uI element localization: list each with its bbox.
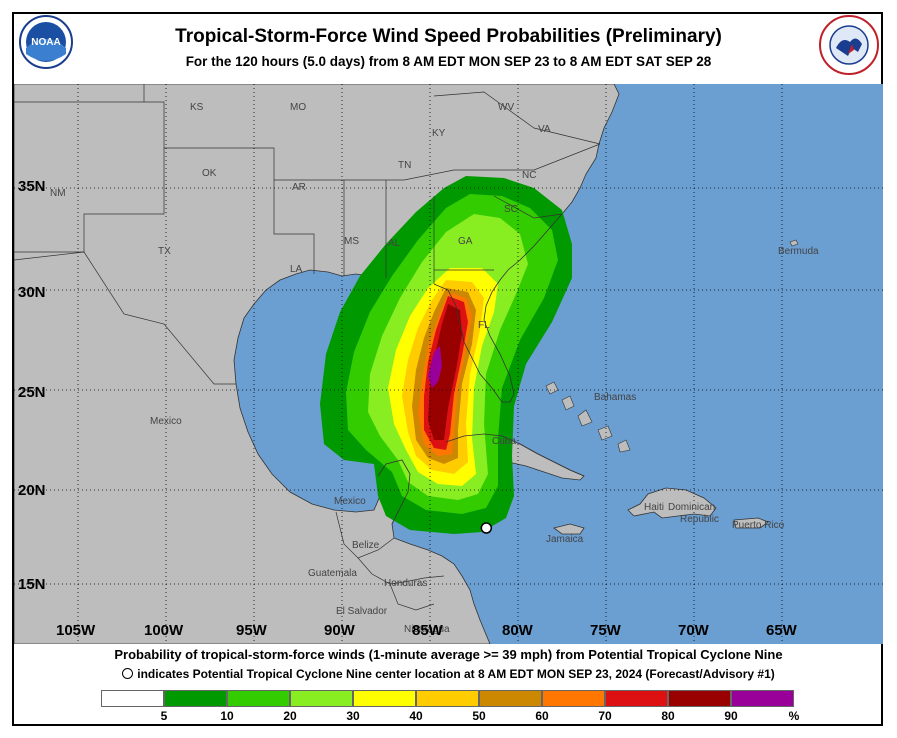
noaa-logo-icon: NOAA	[19, 15, 73, 69]
place-label: TX	[158, 246, 171, 257]
legend-label: 30	[346, 709, 360, 723]
legend-swatch	[227, 690, 290, 707]
lon-label: 90W	[324, 622, 355, 639]
legend-label: %	[788, 709, 800, 723]
place-label: Haiti	[644, 502, 664, 513]
place-label: NM	[50, 188, 66, 199]
lat-label: 20N	[18, 482, 46, 499]
florida-coastline	[433, 213, 563, 403]
footer-center-text: indicates Potential Tropical Cyclone Nin…	[137, 667, 775, 681]
place-label: Cuba	[492, 436, 516, 447]
place-label: WV	[498, 102, 514, 113]
lat-label: 30N	[18, 284, 46, 301]
map-title: Tropical-Storm-Force Wind Speed Probabil…	[175, 26, 722, 47]
probability-legend	[101, 690, 794, 707]
probability-contours	[320, 176, 572, 534]
legend-label: 80	[661, 709, 675, 723]
probability-map: KS MO KY WV VA OK AR TN NC NM TX MS AL G…	[14, 84, 883, 644]
hispaniola-land	[627, 487, 717, 519]
jamaica-land	[553, 523, 585, 535]
place-label: KY	[432, 128, 446, 139]
noaa-logo-text: NOAA	[31, 37, 60, 48]
storm-center-marker	[480, 522, 493, 534]
footer-center-note: indicates Potential Tropical Cyclone Nin…	[14, 667, 883, 681]
lat-label: 15N	[18, 576, 46, 593]
lon-label: 100W	[144, 622, 184, 639]
graticule	[14, 84, 883, 644]
place-label: FL	[478, 320, 490, 331]
place-label: AR	[292, 182, 306, 193]
place-label: El Salvador	[336, 606, 388, 617]
place-label: Bermuda	[778, 246, 819, 257]
place-label: Republic	[680, 514, 719, 525]
legend-label: 50	[472, 709, 486, 723]
place-label: Dominican	[668, 502, 715, 513]
cuba-coastline	[445, 433, 585, 477]
place-label: NC	[522, 170, 536, 181]
place-label: TN	[398, 160, 411, 171]
legend-label: 40	[409, 709, 423, 723]
legend-label: 20	[283, 709, 297, 723]
place-label: MS	[344, 236, 359, 247]
legend-swatch	[164, 690, 227, 707]
legend-label: 10	[220, 709, 234, 723]
yucatan-coastline	[377, 459, 411, 525]
place-label: OK	[202, 168, 217, 179]
place-label: Mexico	[150, 416, 182, 427]
place-label: Guatemala	[308, 568, 357, 579]
contour-90	[428, 346, 442, 388]
lon-label: 105W	[56, 622, 96, 639]
place-label: Bahamas	[594, 392, 636, 403]
place-label: AL	[388, 238, 401, 249]
political-borders	[14, 84, 601, 611]
legend-swatch	[353, 690, 416, 707]
place-label: Honduras	[384, 578, 427, 589]
footer-description: Probability of tropical-storm-force wind…	[114, 647, 783, 662]
lon-label: 75W	[590, 622, 621, 639]
place-label: SC	[504, 204, 518, 215]
place-label: VA	[538, 124, 551, 135]
place-label: Jamaica	[546, 534, 584, 545]
lon-label: 95W	[236, 622, 267, 639]
place-label: KS	[190, 102, 204, 113]
lon-label: 85W	[412, 622, 443, 639]
legend-swatch	[668, 690, 731, 707]
lat-label: 35N	[18, 178, 46, 195]
place-label: Mexico	[334, 496, 366, 507]
place-label: LA	[290, 264, 303, 275]
legend-swatch	[290, 690, 353, 707]
place-label: Nicaragua	[404, 624, 450, 635]
legend-label: 70	[598, 709, 612, 723]
contour-80	[428, 304, 462, 440]
legend-swatch	[479, 690, 542, 707]
legend-swatch	[605, 690, 668, 707]
legend-swatch	[101, 690, 164, 707]
lon-label: 70W	[678, 622, 709, 639]
legend-label: 5	[160, 709, 168, 723]
bahamas-islands	[545, 381, 631, 453]
legend-swatch	[731, 690, 794, 707]
puerto-rico-land	[733, 517, 769, 529]
nws-logo-icon	[819, 15, 879, 75]
bermuda-island	[789, 239, 799, 247]
lon-label: 80W	[502, 622, 533, 639]
map-subtitle: For the 120 hours (5.0 days) from 8 AM E…	[185, 54, 712, 69]
center-marker-icon	[122, 668, 134, 679]
legend-swatch	[542, 690, 605, 707]
lon-label: 65W	[766, 622, 797, 639]
place-label: Belize	[352, 540, 380, 551]
legend-swatch	[416, 690, 479, 707]
place-label: Puerto Rico	[732, 520, 785, 531]
place-label: GA	[458, 236, 473, 247]
lat-label: 25N	[18, 384, 46, 401]
legend-label: 90	[724, 709, 738, 723]
legend-label: 60	[535, 709, 549, 723]
place-label: MO	[290, 102, 306, 113]
